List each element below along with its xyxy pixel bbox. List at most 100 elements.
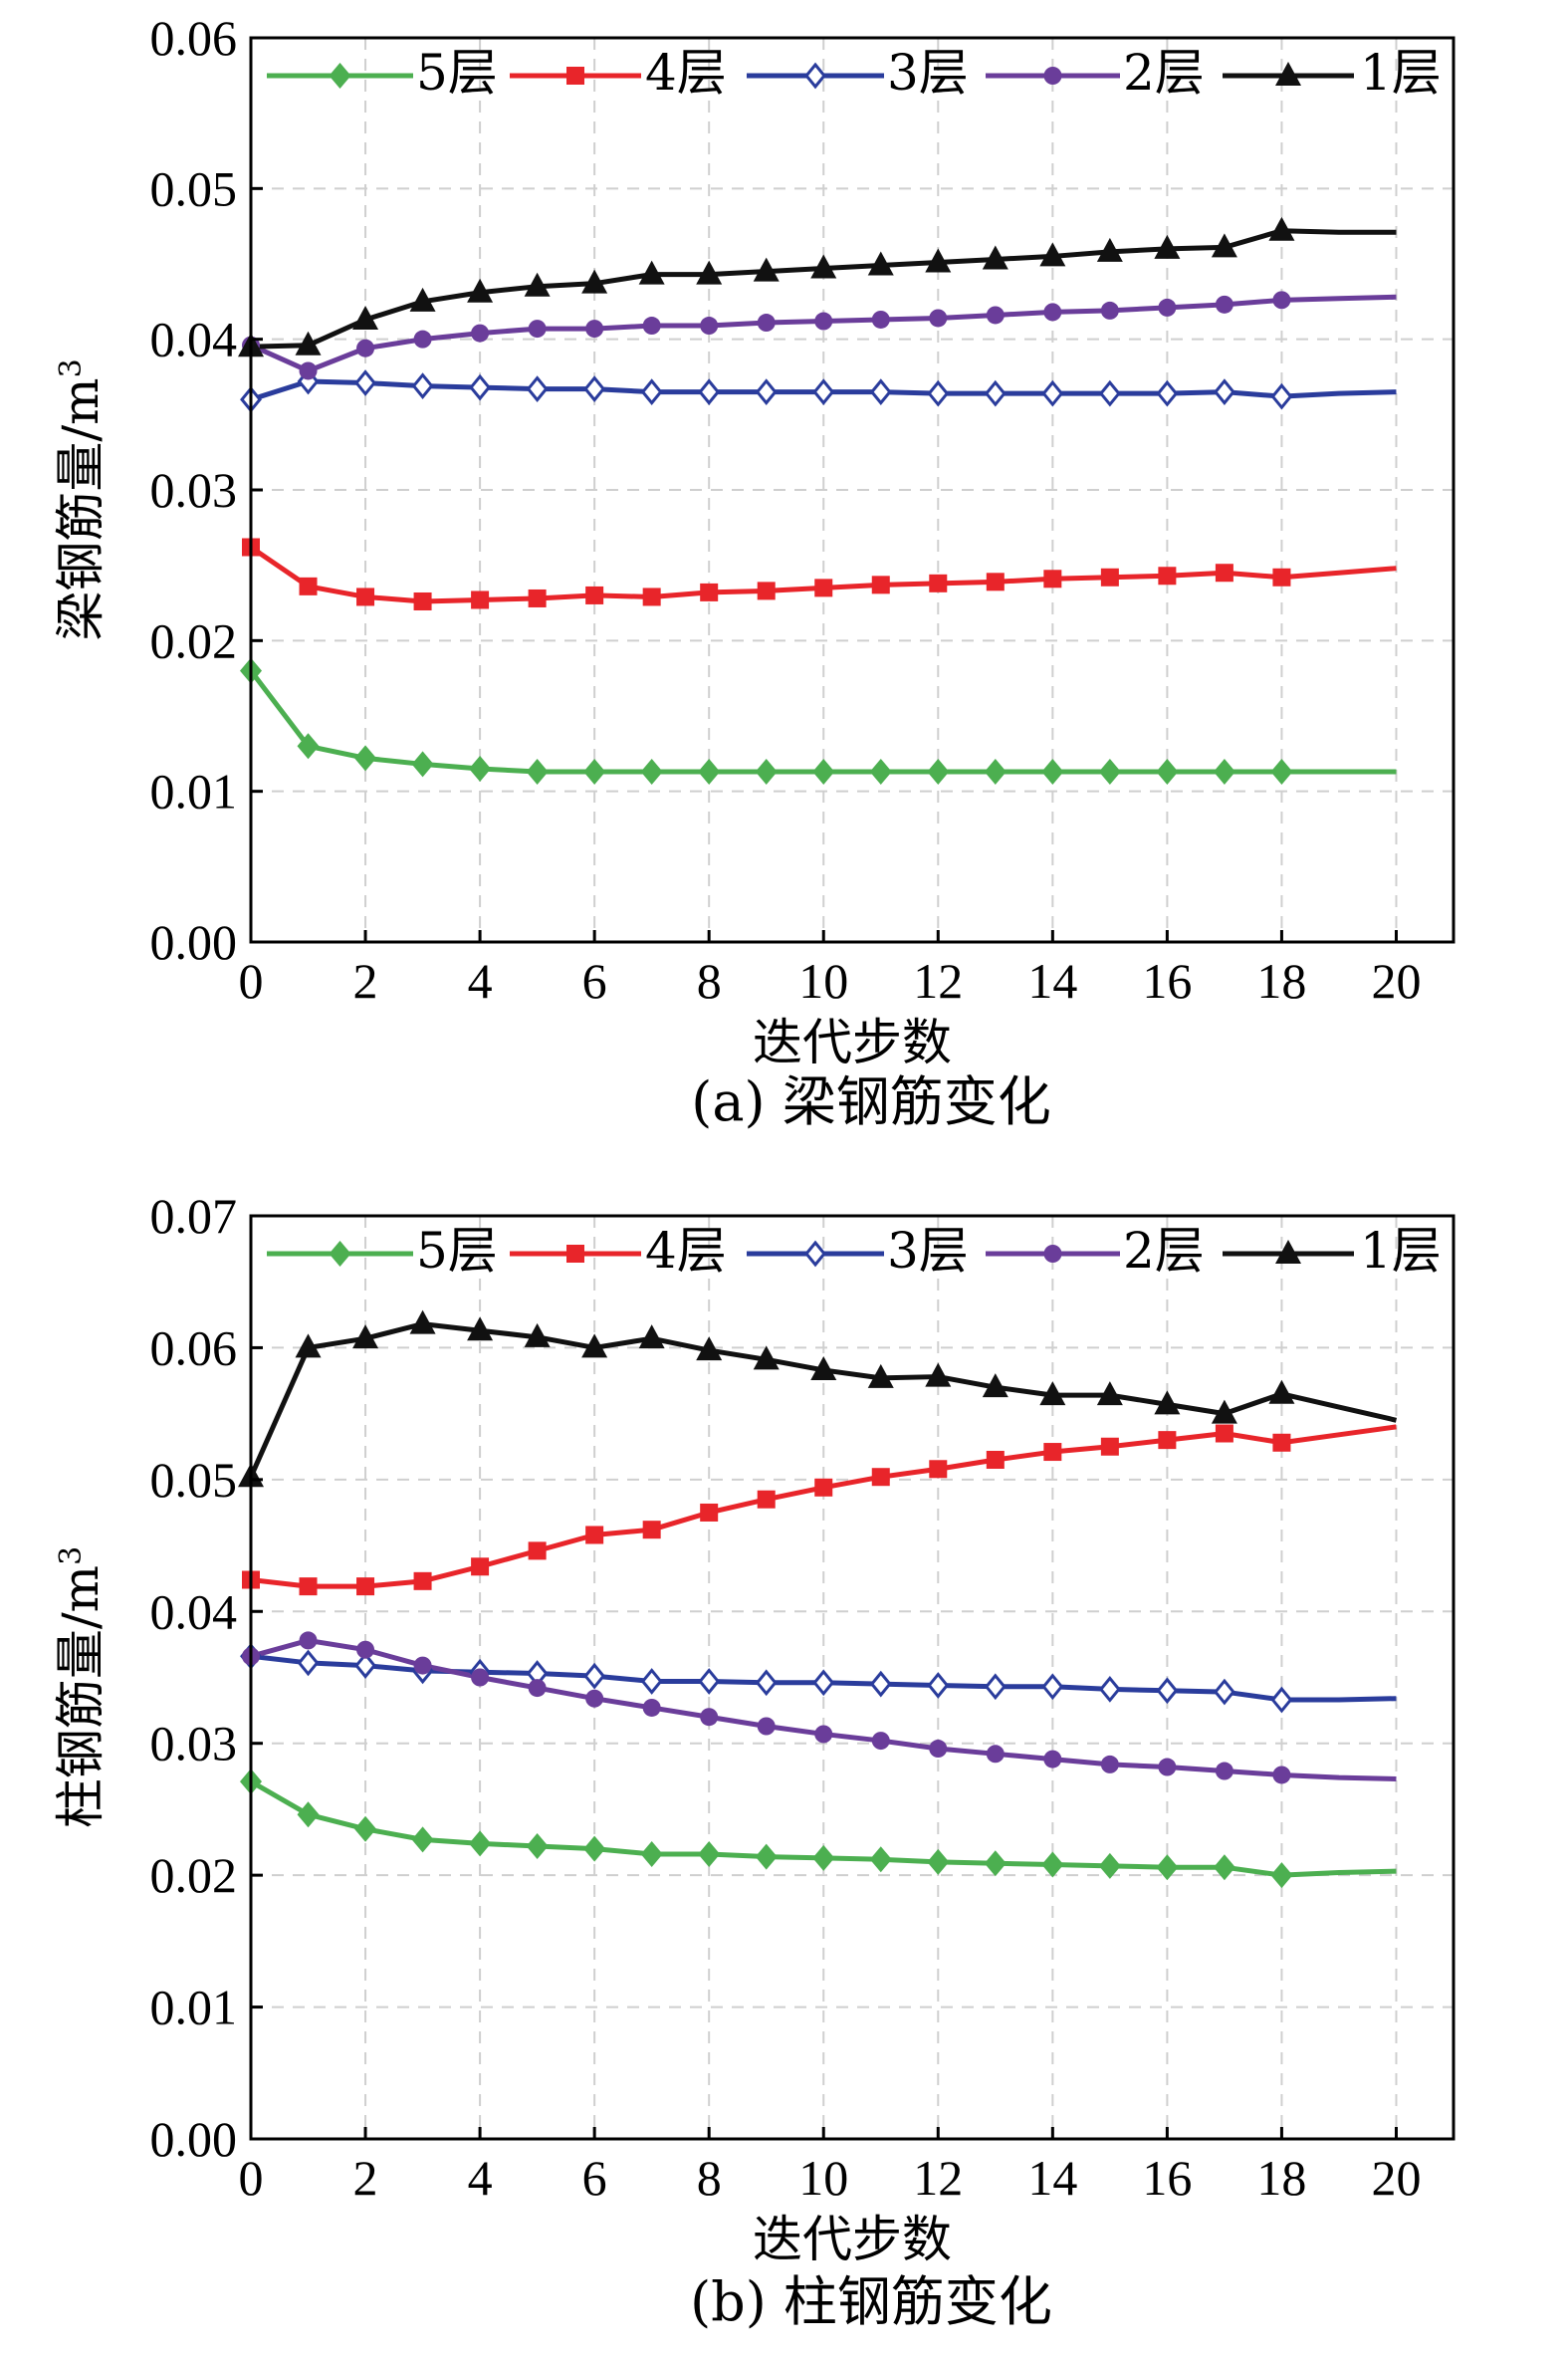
- panel-b-x-tick-label: 14: [1027, 2150, 1077, 2206]
- panel-a-x-tick-label: 16: [1142, 953, 1192, 1009]
- panel-a-series-2-point: [640, 378, 663, 406]
- panel-b-series-4-point: [581, 1333, 608, 1358]
- panel-a-series-1-point: [528, 589, 547, 607]
- panel-b-x-tick-label: 2: [353, 2150, 378, 2206]
- panel-a-series-4-point: [810, 254, 837, 279]
- panel-b-series-3-point: [1043, 1750, 1062, 1768]
- panel-b-series-0-point: [812, 1844, 835, 1871]
- panel-a-series-0-point: [640, 758, 663, 785]
- panel-b-series-0-point: [354, 1815, 377, 1842]
- panel-a-series-2-point: [1041, 379, 1064, 407]
- panel-a-series-4-point: [524, 272, 551, 297]
- panel-a-series-1-point: [356, 588, 375, 606]
- panel-b-series-2-point: [640, 1668, 663, 1695]
- panel-b-legend-marker-2: [804, 1240, 826, 1268]
- panel-a-series-2-point: [583, 375, 606, 402]
- panel-a-series-4-point: [409, 287, 436, 312]
- panel-b-y-tick-label: 0.01: [150, 1980, 238, 2035]
- panel-b-series-1-point: [1158, 1431, 1177, 1450]
- panel-a-series-4-point: [467, 278, 494, 303]
- panel-a-series-1-point: [700, 583, 719, 601]
- panel-a-series-2-point: [927, 379, 950, 407]
- panel-b-series-4-point: [753, 1345, 780, 1370]
- panel-b-series-4-point: [1268, 1379, 1295, 1404]
- panel-b-series-1-point: [642, 1521, 661, 1539]
- panel-b-legend-label-4: 1层: [1360, 1222, 1442, 1280]
- panel-a-series-2-point: [869, 378, 892, 406]
- panel-a-series-0-point: [1213, 758, 1235, 785]
- panel-b-series-2-point: [1213, 1678, 1235, 1706]
- panel-b-series-3-point: [929, 1740, 948, 1759]
- panel-a-series-0-point: [469, 755, 492, 782]
- panel-a-legend-marker-0: [329, 63, 351, 89]
- panel-b-series-4-point: [696, 1336, 723, 1361]
- panel-a-legend-label-3: 2层: [1123, 44, 1205, 102]
- panel-b-series-3-point: [871, 1732, 890, 1751]
- panel-b-y-tick-label: 0.03: [150, 1716, 238, 1771]
- panel-b-series-4-point: [1211, 1399, 1237, 1424]
- panel-b-series-4-point: [867, 1363, 894, 1388]
- panel-a-legend-label-4: 1层: [1360, 44, 1442, 102]
- panel-b-series-1-point: [413, 1571, 432, 1590]
- panel-a-series-2-point: [812, 378, 835, 406]
- panel-b-series-2-point: [583, 1662, 606, 1690]
- panel-b-x-tick-label: 4: [468, 2150, 493, 2206]
- panel-a-series-1-point: [1272, 568, 1291, 587]
- panel-b-series-0-point: [1213, 1854, 1235, 1881]
- panel-b-x-tick-label: 6: [582, 2150, 607, 2206]
- panel-a-series-1-point: [814, 579, 833, 597]
- panel-b-series-3-point: [814, 1725, 833, 1744]
- panel-a-series-4-point: [867, 251, 894, 276]
- panel-a-y-tick-label: 0.01: [150, 764, 238, 820]
- panel-a-series-2-point: [411, 372, 434, 399]
- panel-b-series-1-point: [528, 1541, 547, 1560]
- panel-b-series-0-point: [927, 1848, 950, 1875]
- panel-a-series-2-point: [984, 379, 1007, 407]
- panel-b-legend-label-2: 3层: [887, 1222, 969, 1280]
- panel-b-y-tick-label: 0.00: [150, 2111, 238, 2167]
- panel-a-series-0-point: [812, 758, 835, 785]
- panel-a-series-4-point: [352, 305, 379, 330]
- panel-b-series-1-point: [356, 1577, 375, 1596]
- panel-b-series-4-point: [352, 1324, 379, 1349]
- panel-b-x-tick-label: 0: [239, 2150, 264, 2206]
- panel-b-series-3-point: [700, 1708, 719, 1727]
- panel-b-series-3-point: [986, 1745, 1005, 1764]
- panel-b-y-tick-label: 0.02: [150, 1847, 238, 1903]
- panel-a-ticks: 0 2 4 6 8 10 12 14 16 18 20 0.00 0.01 0.02 0.03 0.04 0.0…: [150, 10, 1422, 1009]
- panel-a-series-1-point: [299, 577, 318, 595]
- panel-a-legend-label-2: 3层: [887, 44, 969, 102]
- panel-a-series-0-point: [1041, 758, 1064, 785]
- panel-a-series-2-point: [1098, 379, 1121, 407]
- panel-b-legend-marker-3: [1043, 1245, 1062, 1263]
- panel-b-series-4-point: [925, 1362, 952, 1387]
- panel-a-series-2-point: [354, 369, 376, 396]
- panel-b-y-tick-label: 0.06: [150, 1319, 238, 1375]
- panel-a-series-2-point: [755, 378, 778, 406]
- panel-b-series-1-point: [585, 1526, 604, 1544]
- panel-a-series-1-point: [1215, 564, 1233, 583]
- panel-b-series-1-point: [986, 1450, 1005, 1469]
- panel-a-series-3-point: [1272, 291, 1291, 310]
- panel-a-x-tick-label: 14: [1027, 953, 1077, 1009]
- panel-b-y-axis-label-sup: 3: [54, 1546, 89, 1565]
- panel-a-y-tick-label: 0.06: [150, 10, 238, 66]
- panel-b-series-4-point: [1039, 1381, 1066, 1406]
- panel-a-legend-marker-4: [1275, 62, 1301, 86]
- panel-a-series-3-point: [1215, 295, 1233, 314]
- panel-a-legend-marker-2: [804, 62, 826, 90]
- panel-b-series-4-point: [1154, 1390, 1181, 1415]
- panel-b-legend-label-0: 5层: [416, 1222, 498, 1280]
- panel-a-series-4-point: [696, 260, 723, 285]
- panel-b-legend-label-3: 2层: [1123, 1222, 1205, 1280]
- panel-a-series-3-point: [757, 314, 776, 333]
- panel-a-series-4-point: [925, 248, 952, 273]
- panel-b-series-3-point: [642, 1698, 661, 1717]
- panel-a-series-0-point: [583, 758, 606, 785]
- panel-a-legend-marker-3: [1043, 67, 1062, 85]
- panel-a-series-0-point: [869, 758, 892, 785]
- panel-a-legend-label-0: 5层: [416, 44, 498, 102]
- panel-b-y-axis-label-text: 柱钢筋量/m: [52, 1565, 110, 1828]
- panel-b-series-1-point: [1100, 1437, 1119, 1456]
- panel-b-y-axis-label: 柱钢筋量/m3: [52, 1546, 110, 1828]
